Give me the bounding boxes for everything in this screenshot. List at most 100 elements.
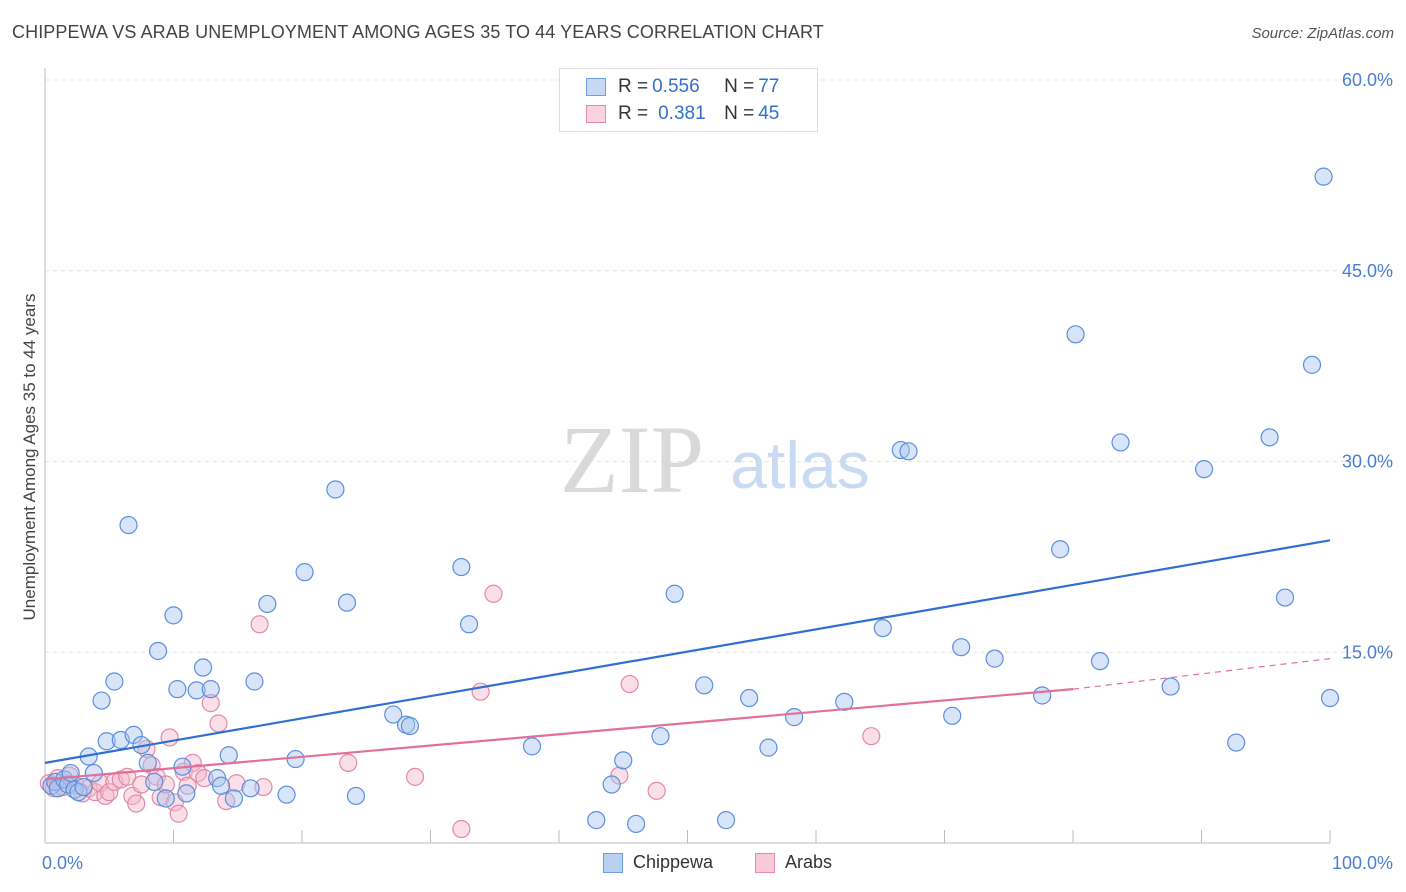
chippewa-point-58 bbox=[785, 708, 804, 727]
source-label: Source: ZipAtlas.com bbox=[1251, 25, 1394, 42]
chippewa-point-59 bbox=[835, 692, 854, 711]
legend-swatch-chippewa bbox=[603, 852, 623, 873]
chippewa-point-69 bbox=[1090, 652, 1110, 671]
arabs-point-27 bbox=[178, 776, 197, 795]
chippewa-point-27 bbox=[193, 658, 213, 677]
chippewa-point-71 bbox=[1161, 677, 1180, 696]
arabs-point-30 bbox=[195, 769, 214, 788]
chippewa-point-20 bbox=[148, 641, 168, 661]
arabs-trend-extension bbox=[1072, 658, 1331, 690]
chippewa-point-38 bbox=[295, 563, 314, 582]
tick-labels: 15.0% 30.0% 45.0% 60.0% 0.0% 100.0% bbox=[42, 70, 1393, 873]
chippewa-point-53 bbox=[665, 584, 684, 603]
legend-r-label: R = bbox=[618, 76, 649, 97]
chippewa-point-44 bbox=[400, 716, 420, 736]
arabs-point-22 bbox=[156, 775, 175, 794]
legend-item-arabs[interactable]: Arabs bbox=[755, 852, 832, 873]
chippewa-point-32 bbox=[224, 789, 243, 808]
chippewa-point-37 bbox=[286, 749, 305, 769]
chippewa-point-76 bbox=[1302, 355, 1322, 374]
arabs-point-16 bbox=[127, 794, 146, 813]
chippewa-point-52 bbox=[651, 727, 670, 746]
legend-r-label: R = bbox=[618, 103, 649, 124]
arabs-trend-line bbox=[44, 688, 1074, 781]
legend-item-chippewa[interactable]: Chippewa bbox=[603, 852, 713, 873]
chippewa-point-72 bbox=[1194, 460, 1214, 479]
legend-r-value: 0.556 bbox=[652, 76, 700, 97]
arabs-point-41 bbox=[484, 584, 503, 603]
legend-swatch-chippewa bbox=[586, 78, 606, 96]
correlation-legend: R = 0.556 N = 77 R = 0.381 N = 45 bbox=[559, 68, 818, 132]
arabs-point-31 bbox=[201, 694, 220, 713]
legend-n-label: N = bbox=[724, 103, 755, 124]
legend-n-label: N = bbox=[724, 76, 755, 97]
chippewa-point-67 bbox=[1051, 540, 1070, 559]
chippewa-point-42 bbox=[384, 705, 403, 724]
chippewa-point-36 bbox=[277, 785, 296, 804]
chippewa-point-31 bbox=[219, 746, 238, 765]
chart-title: CHIPPEWA VS ARAB UNEMPLOYMENT AMONG AGES… bbox=[12, 22, 824, 42]
arabs-point-45 bbox=[862, 727, 881, 746]
chippewa-point-33 bbox=[241, 779, 260, 798]
chippewa-point-28 bbox=[201, 680, 220, 699]
chippewa-point-56 bbox=[740, 688, 759, 708]
chippewa-point-50 bbox=[614, 751, 633, 770]
chippewa-point-64 bbox=[952, 638, 971, 657]
chippewa-point-7 bbox=[69, 783, 88, 802]
watermark-atlas: atlas bbox=[730, 428, 869, 502]
chippewa-point-11 bbox=[92, 691, 111, 710]
chippewa-point-8 bbox=[74, 777, 93, 797]
y-tick-label-0: 15.0% bbox=[1342, 642, 1393, 662]
chippewa-point-62 bbox=[899, 442, 918, 461]
chippewa-point-66 bbox=[1033, 686, 1052, 705]
arabs-point-35 bbox=[250, 615, 269, 634]
y-tick-label-3: 60.0% bbox=[1342, 70, 1393, 90]
chippewa-point-10 bbox=[84, 763, 103, 783]
chippewa-point-45 bbox=[452, 557, 471, 577]
chippewa-point-39 bbox=[326, 480, 345, 499]
chippewa-point-75 bbox=[1275, 588, 1295, 607]
y-tick-label-1: 30.0% bbox=[1342, 452, 1393, 472]
chippewa-point-5 bbox=[61, 763, 80, 783]
chippewa-point-30 bbox=[211, 776, 231, 795]
chippewa-point-15 bbox=[119, 515, 138, 535]
arabs-point-39 bbox=[452, 819, 471, 839]
arabs-point-11 bbox=[100, 783, 119, 802]
arabs-points bbox=[39, 584, 881, 839]
legend-row-chippewa: R = 0.556 N = 77 bbox=[586, 75, 779, 99]
chippewa-point-22 bbox=[164, 606, 183, 625]
y-axis-label: Unemployment Among Ages 35 to 44 years bbox=[20, 294, 39, 621]
grid-lines bbox=[45, 79, 1395, 653]
chippewa-point-13 bbox=[105, 672, 124, 691]
arabs-point-43 bbox=[620, 674, 639, 694]
chippewa-point-19 bbox=[145, 772, 164, 792]
chippewa-point-60 bbox=[873, 618, 892, 638]
legend-label-chippewa: Chippewa bbox=[633, 852, 714, 872]
chippewa-point-68 bbox=[1066, 325, 1085, 344]
chippewa-point-35 bbox=[258, 594, 277, 614]
series-legend: Chippewa Arabs bbox=[0, 852, 1406, 878]
axes bbox=[44, 68, 1331, 844]
chippewa-point-61 bbox=[891, 440, 910, 460]
chippewa-point-21 bbox=[156, 789, 175, 808]
legend-r-value: 0.381 bbox=[658, 103, 706, 124]
legend-label-arabs: Arabs bbox=[785, 852, 833, 872]
arabs-point-32 bbox=[209, 714, 228, 733]
watermark: ZIP atlas bbox=[560, 406, 870, 513]
chippewa-point-54 bbox=[695, 676, 714, 695]
chippewa-points bbox=[42, 167, 1340, 834]
arabs-point-36 bbox=[254, 777, 273, 797]
chippewa-trend-line bbox=[44, 539, 1331, 764]
arabs-point-25 bbox=[169, 804, 188, 823]
chippewa-point-12 bbox=[97, 732, 116, 751]
arabs-point-37 bbox=[339, 753, 358, 772]
chippewa-point-34 bbox=[245, 672, 264, 691]
legend-n-value: 77 bbox=[758, 76, 780, 97]
chippewa-point-70 bbox=[1111, 433, 1130, 452]
chippewa-point-26 bbox=[187, 681, 206, 700]
chippewa-point-23 bbox=[168, 680, 187, 699]
chippewa-point-57 bbox=[759, 738, 778, 757]
chippewa-point-41 bbox=[346, 786, 366, 806]
chippewa-point-63 bbox=[943, 706, 962, 725]
y-tick-label-2: 45.0% bbox=[1342, 261, 1393, 281]
